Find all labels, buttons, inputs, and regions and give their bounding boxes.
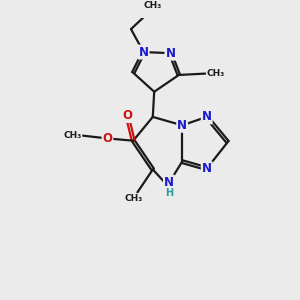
Text: O: O	[122, 109, 132, 122]
Text: N: N	[139, 46, 148, 59]
Text: N: N	[202, 162, 212, 175]
Text: CH₃: CH₃	[207, 69, 225, 78]
Text: N: N	[165, 47, 176, 60]
Text: H: H	[165, 188, 173, 198]
Text: N: N	[177, 119, 187, 132]
Text: N: N	[164, 176, 174, 188]
Text: N: N	[202, 110, 212, 123]
Text: CH₃: CH₃	[143, 1, 162, 10]
Text: CH₃: CH₃	[125, 194, 143, 203]
Text: O: O	[103, 132, 112, 145]
Text: CH₃: CH₃	[63, 131, 81, 140]
